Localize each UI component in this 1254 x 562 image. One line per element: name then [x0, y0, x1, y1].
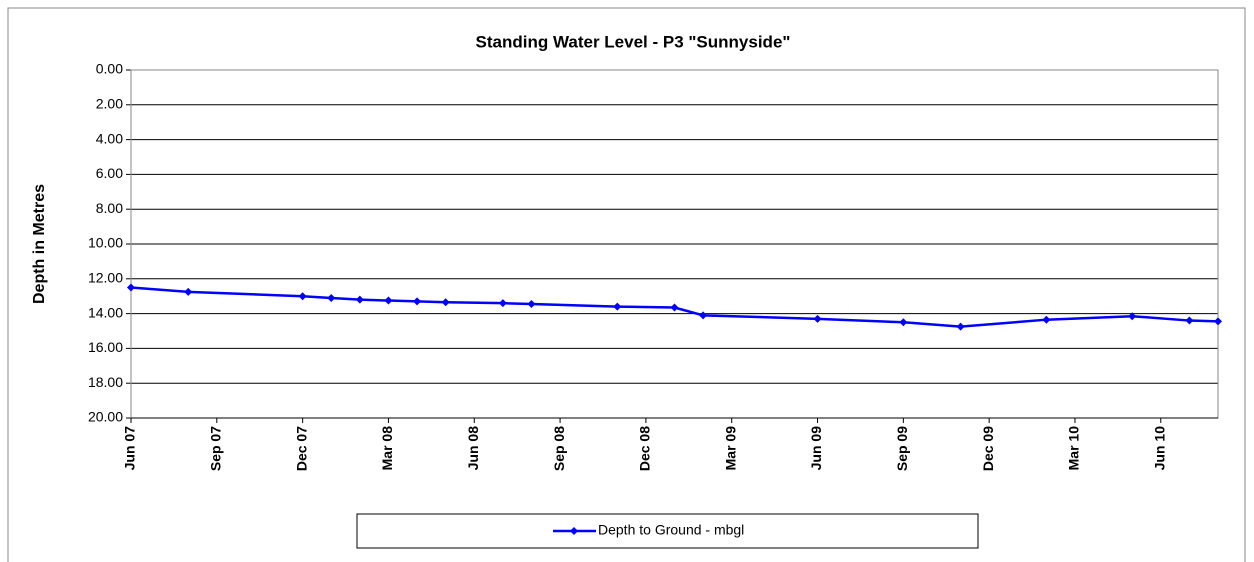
point	[327, 293, 336, 302]
point	[127, 283, 135, 292]
x-tick-label: Jun 08	[465, 426, 481, 471]
y-axis-label: Depth in Metres	[31, 184, 48, 304]
y-tick-label: 4.00	[96, 130, 123, 146]
legend-box	[356, 513, 979, 549]
series-line	[130, 286, 1219, 328]
point	[384, 296, 393, 305]
point	[899, 318, 908, 327]
y-tick-label: 16.00	[88, 339, 123, 355]
point	[498, 299, 507, 308]
y-tick-label: 2.00	[96, 96, 123, 112]
point	[184, 287, 193, 296]
x-tick-label: Dec 07	[293, 426, 309, 471]
point	[355, 295, 364, 304]
point	[1214, 317, 1222, 326]
point	[298, 292, 307, 301]
point	[699, 311, 708, 320]
chart-title: Standing Water Level - P3 "Sunnyside"	[476, 32, 791, 51]
point	[670, 303, 679, 312]
y-tick-label: 0.00	[96, 61, 123, 77]
x-tick-label: Dec 08	[637, 426, 653, 471]
point	[813, 314, 822, 323]
legend-label: Depth to Ground - mbgl	[598, 522, 744, 538]
point	[527, 300, 536, 309]
legend-marker	[570, 527, 578, 535]
y-tick-label: 20.00	[88, 409, 123, 425]
y-tick-label: 18.00	[88, 374, 123, 390]
point	[441, 298, 450, 307]
point	[613, 302, 622, 311]
chart-border	[7, 7, 1246, 562]
x-tick-label: Mar 08	[379, 426, 395, 471]
point	[413, 297, 422, 306]
y-tick-label: 12.00	[88, 270, 123, 286]
x-tick-label: Mar 09	[722, 426, 738, 471]
x-tick-label: Jun 10	[1151, 426, 1167, 471]
point	[1128, 312, 1137, 321]
x-tick-label: Mar 10	[1066, 426, 1082, 471]
point	[1185, 316, 1194, 325]
y-tick-label: 14.00	[88, 304, 123, 320]
x-tick-label: Dec 09	[980, 426, 996, 471]
x-tick-label: Sep 07	[208, 426, 224, 471]
point	[956, 322, 965, 331]
y-tick-label: 8.00	[96, 200, 123, 216]
x-tick-label: Sep 08	[551, 426, 567, 471]
x-tick-label: Jun 07	[122, 426, 138, 471]
y-tick-label: 6.00	[96, 165, 123, 181]
x-tick-label: Sep 09	[894, 426, 910, 471]
x-tick-label: Jun 09	[808, 426, 824, 471]
point	[1042, 315, 1051, 324]
y-tick-label: 10.00	[88, 235, 123, 251]
